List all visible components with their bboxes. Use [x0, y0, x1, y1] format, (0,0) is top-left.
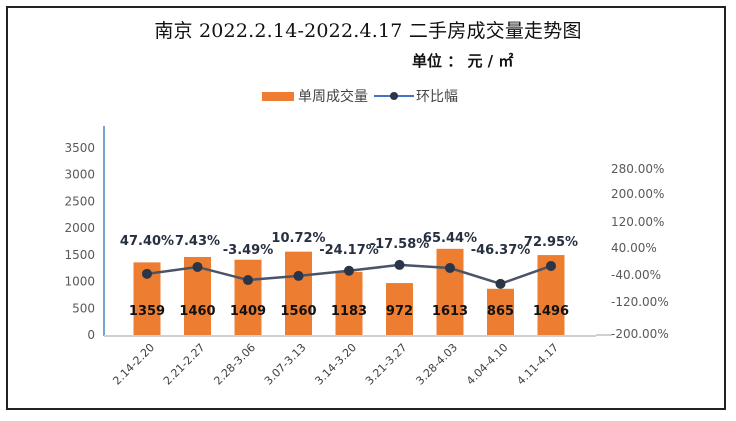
x-tick-label: 3.28-4.03 — [413, 341, 460, 388]
legend-line-swatch — [374, 90, 414, 102]
pct-label: -17.58% — [370, 237, 430, 252]
y-right-tick-label: -200.00% — [611, 327, 669, 341]
bar — [285, 251, 312, 335]
y-right-tick-label: -120.00% — [611, 295, 669, 309]
y-left-tick-label: 2500 — [64, 194, 95, 208]
chart-unit: 单位 ： 元 / ㎡ — [412, 52, 514, 70]
bar — [436, 248, 464, 335]
y-left-tick-label: 2000 — [64, 221, 95, 235]
y-left-tick-label: 3500 — [64, 141, 95, 155]
bar-value-label: 1183 — [331, 304, 367, 319]
line-marker — [344, 265, 354, 276]
x-tick-label: 2.14-2.20 — [110, 341, 157, 388]
y-right-tick-label: 120.00% — [611, 215, 664, 229]
x-tick-label: 3.07-3.13 — [262, 341, 309, 388]
bar-value-label: 1409 — [230, 304, 266, 319]
y-left-tick-label: 0 — [87, 328, 95, 342]
chart-title: 南京 2022.2.14-2022.4.17 二手房成交量走势图 — [154, 20, 582, 42]
y-left-tick-label: 1500 — [64, 248, 95, 262]
legend-line-label: 环比幅 — [416, 89, 458, 105]
pct-label: -46.37% — [471, 243, 531, 258]
y-right-tick-label: 200.00% — [611, 187, 664, 201]
pct-label: 7.43% — [175, 234, 220, 249]
line-marker — [495, 278, 506, 289]
line-marker — [192, 261, 203, 272]
pct-label: 10.72% — [271, 231, 325, 246]
bar-value-label: 1613 — [432, 304, 468, 319]
x-tick-label: 2.21-2.27 — [161, 341, 208, 388]
y-left-tick-label: 1000 — [64, 275, 95, 289]
bar — [386, 283, 413, 335]
bar-value-label: 1560 — [280, 304, 316, 319]
pct-label: -3.49% — [223, 243, 274, 258]
bar-value-label: 972 — [386, 304, 413, 319]
x-tick-label: 3.14-3.20 — [312, 341, 359, 388]
y-right-tick-label: -40.00% — [611, 268, 661, 282]
legend-bar-swatch — [262, 91, 294, 101]
bar-value-label: 1359 — [129, 304, 165, 319]
bar — [234, 259, 262, 335]
line-marker — [142, 268, 152, 279]
pct-label: 47.40% — [120, 234, 174, 249]
x-tick-label: 4.11-4.17 — [514, 341, 561, 388]
line-marker — [243, 275, 253, 286]
pct-label: 72.95% — [524, 235, 578, 250]
bar — [487, 288, 514, 335]
line-marker — [445, 263, 455, 273]
x-tick-label: 4.04-4.10 — [464, 341, 511, 388]
y-right-tick-label: 40.00% — [611, 241, 657, 255]
x-tick-label: 3.21-3.27 — [363, 341, 410, 388]
x-tick-label: 2.28-3.06 — [211, 341, 258, 388]
legend: 单周成交量 环比幅 — [262, 86, 458, 106]
line-marker — [293, 270, 304, 281]
line-marker — [546, 260, 556, 271]
bar-value-label: 1460 — [179, 304, 215, 319]
bar-value-label: 865 — [487, 304, 514, 319]
y-left-tick-label: 500 — [72, 301, 95, 315]
line-marker — [394, 259, 405, 270]
y-left-tick-label: 3000 — [64, 168, 95, 182]
bar-value-label: 1496 — [533, 304, 569, 319]
pct-label: 65.44% — [423, 231, 477, 246]
pct-label: -24.17% — [319, 243, 379, 258]
bar — [335, 271, 363, 335]
chart-frame — [6, 6, 726, 410]
legend-bar-label: 单周成交量 — [298, 89, 368, 105]
y-right-tick-label: 280.00% — [611, 162, 664, 176]
